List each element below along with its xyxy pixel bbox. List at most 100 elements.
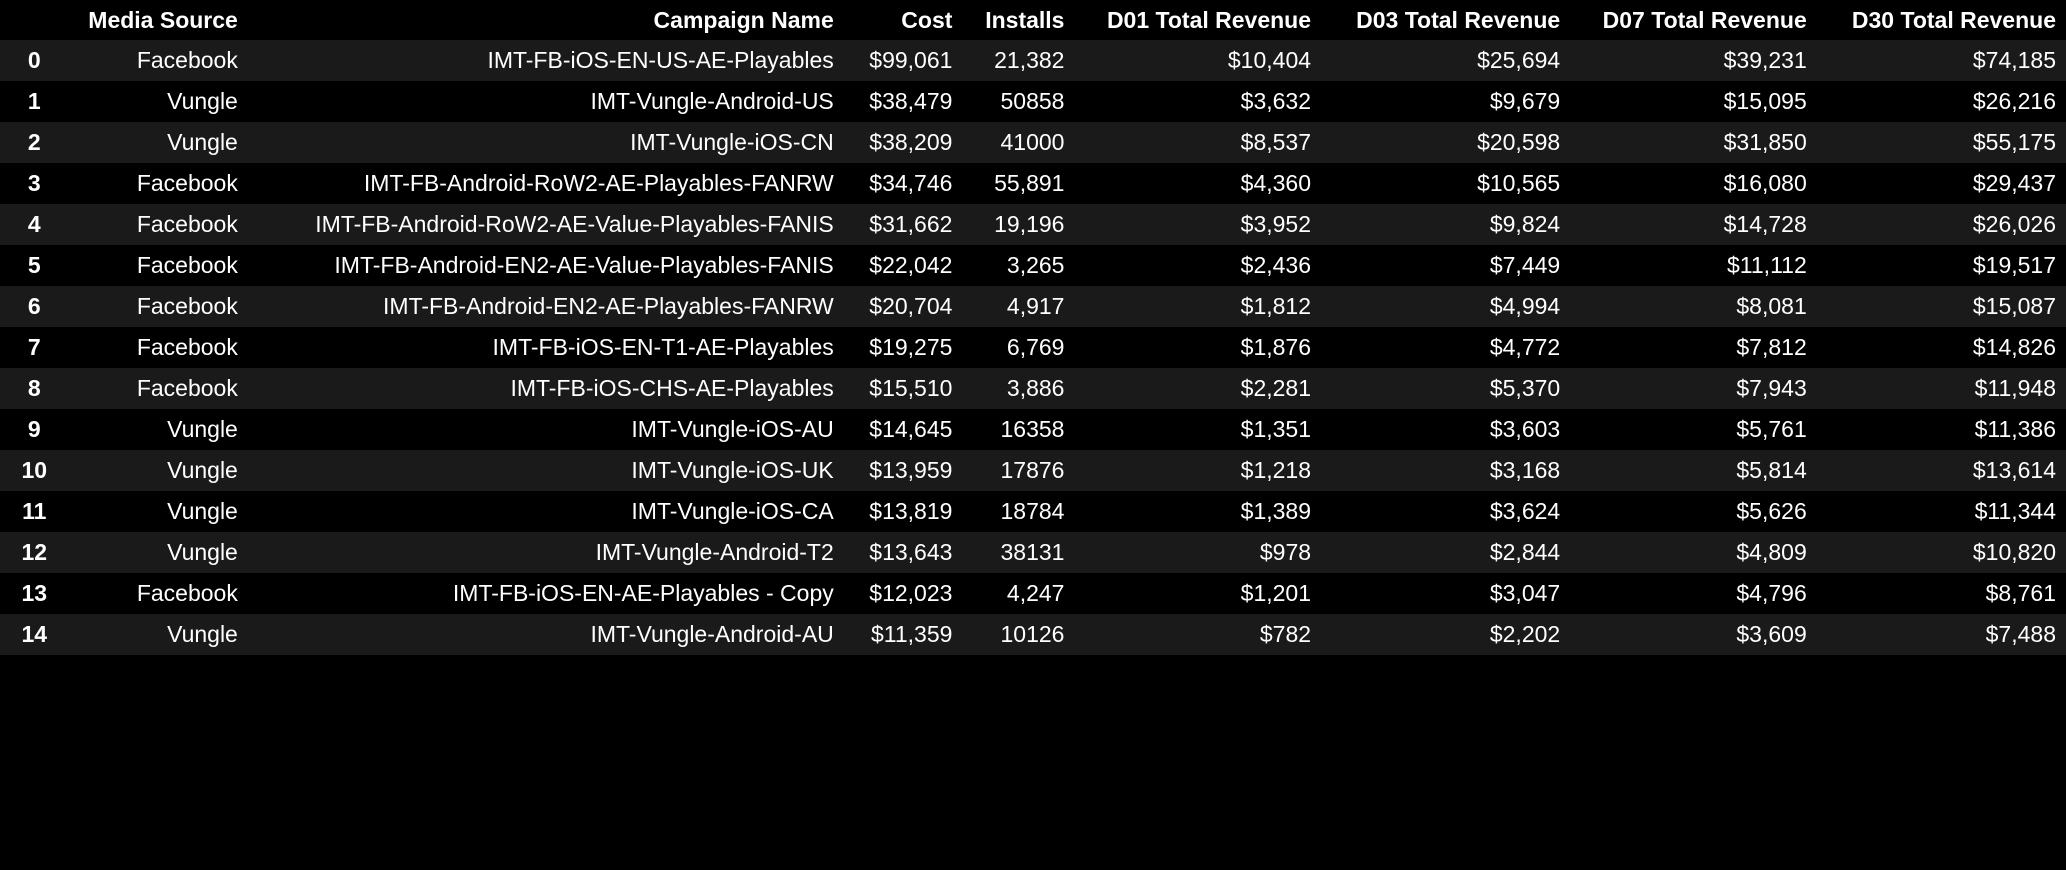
media-source-cell: Vungle <box>167 457 238 483</box>
d30-revenue-cell: $11,344 <box>1974 498 2056 524</box>
media-source-cell: Facebook <box>136 211 238 237</box>
installs-cell: 38131 <box>1000 539 1065 565</box>
campaign-name-cell: IMT-Vungle-iOS-CN <box>630 129 834 155</box>
table-row: 0 Facebook IMT-FB-iOS-EN-US-AE-Playables $9… <box>0 40 2066 81</box>
media-source-cell: Facebook <box>136 170 238 196</box>
d03-revenue-cell: $2,844 <box>1489 539 1561 565</box>
d01-revenue-cell: $4,360 <box>1240 170 1312 196</box>
d30-revenue-cell: $11,386 <box>1974 416 2056 442</box>
d03-revenue-cell: $5,370 <box>1489 375 1561 401</box>
table-row: 8 Facebook IMT-FB-iOS-CHS-AE-Playables $15,… <box>0 368 2066 409</box>
installs-cell: 55,891 <box>994 170 1065 196</box>
installs-cell: 3,886 <box>1006 375 1065 401</box>
column-header-d30-revenue: D30 Total Revenue <box>1851 6 2056 33</box>
installs-cell: 4,247 <box>1006 580 1065 606</box>
cost-cell: $19,275 <box>869 334 953 360</box>
d30-revenue-cell: $19,517 <box>1972 252 2056 278</box>
d01-revenue-cell: $1,389 <box>1240 498 1312 524</box>
row-index: 1 <box>27 88 41 114</box>
d07-revenue-cell: $39,231 <box>1723 47 1807 73</box>
campaign-name-cell: IMT-FB-Android-RoW2-AE-Value-Playables-F… <box>315 211 834 237</box>
installs-cell: 17876 <box>1000 457 1065 483</box>
d03-revenue-cell: $9,679 <box>1489 88 1561 114</box>
installs-cell: 21,382 <box>994 47 1065 73</box>
d30-revenue-cell: $13,614 <box>1972 457 2056 483</box>
d30-revenue-cell: $29,437 <box>1972 170 2056 196</box>
cost-cell: $13,643 <box>869 539 953 565</box>
row-index: 8 <box>27 375 41 401</box>
header-row: Media Source Campaign Name Cost Installs… <box>0 0 2066 40</box>
d07-revenue-cell: $5,626 <box>1736 498 1807 524</box>
d07-revenue-cell: $7,812 <box>1736 334 1807 360</box>
cost-cell: $12,023 <box>869 580 953 606</box>
row-index: 4 <box>27 211 41 237</box>
d01-revenue-cell: $782 <box>1259 621 1312 647</box>
d30-revenue-cell: $7,488 <box>1985 621 2056 647</box>
row-index: 11 <box>22 498 47 524</box>
cost-cell: $15,510 <box>869 375 953 401</box>
media-source-cell: Vungle <box>167 498 238 524</box>
row-index: 5 <box>27 252 41 278</box>
d03-revenue-cell: $3,603 <box>1489 416 1561 442</box>
d07-revenue-cell: $8,081 <box>1736 293 1807 319</box>
column-header-cost: Cost <box>901 6 953 33</box>
row-index: 3 <box>27 170 41 196</box>
cost-cell: $34,746 <box>869 170 953 196</box>
media-source-cell: Facebook <box>136 47 238 73</box>
table-row: 4 Facebook IMT-FB-Android-RoW2-AE-Value-Pl… <box>0 204 2066 245</box>
row-index: 6 <box>27 293 41 319</box>
campaign-name-cell: IMT-FB-iOS-EN-T1-AE-Playables <box>492 334 834 360</box>
media-source-cell: Vungle <box>167 621 238 647</box>
d07-revenue-cell: $15,095 <box>1723 88 1807 114</box>
d03-revenue-cell: $25,694 <box>1477 47 1561 73</box>
column-header-d01-revenue: D01 Total Revenue <box>1106 6 1312 33</box>
dataframe-table: Media Source Campaign Name Cost Installs… <box>0 0 2066 655</box>
installs-cell: 41000 <box>1000 129 1065 155</box>
d30-revenue-cell: $26,026 <box>1972 211 2056 237</box>
cost-cell: $13,959 <box>869 457 953 483</box>
d07-revenue-cell: $3,609 <box>1736 621 1807 647</box>
installs-cell: 16358 <box>1000 416 1065 442</box>
campaign-name-cell: IMT-FB-Android-EN2-AE-Value-Playables-FA… <box>334 252 834 278</box>
media-source-cell: Facebook <box>136 580 238 606</box>
installs-cell: 50858 <box>1000 88 1065 114</box>
installs-cell: 3,265 <box>1006 252 1065 278</box>
d30-revenue-cell: $26,216 <box>1972 88 2056 114</box>
campaign-name-cell: IMT-Vungle-Android-US <box>590 88 834 114</box>
column-header-media-source: Media Source <box>88 6 238 33</box>
installs-cell: 4,917 <box>1006 293 1065 319</box>
row-index: 12 <box>21 539 48 565</box>
column-header-d07-revenue: D07 Total Revenue <box>1602 6 1807 33</box>
installs-cell: 10126 <box>1000 621 1065 647</box>
table-row: 10 Vungle IMT-Vungle-iOS-UK $13,959 17876 $1,… <box>0 450 2066 491</box>
media-source-cell: Facebook <box>136 293 238 319</box>
media-source-cell: Facebook <box>136 252 238 278</box>
installs-cell: 6,769 <box>1006 334 1065 360</box>
column-header-campaign-name: Campaign Name <box>653 6 834 33</box>
d03-revenue-cell: $3,624 <box>1489 498 1561 524</box>
media-source-cell: Vungle <box>167 539 238 565</box>
d30-revenue-cell: $55,175 <box>1972 129 2056 155</box>
d01-revenue-cell: $1,812 <box>1240 293 1312 319</box>
campaign-name-cell: IMT-Vungle-Android-AU <box>590 621 834 647</box>
dataframe-output: Media Source Campaign Name Cost Installs… <box>0 0 2066 655</box>
d01-revenue-cell: $8,537 <box>1240 129 1312 155</box>
campaign-name-cell: IMT-Vungle-iOS-UK <box>631 457 834 483</box>
row-index: 7 <box>27 334 41 360</box>
media-source-cell: Facebook <box>136 375 238 401</box>
d01-revenue-cell: $2,281 <box>1240 375 1312 401</box>
table-body: 0 Facebook IMT-FB-iOS-EN-US-AE-Playables $9… <box>0 40 2066 655</box>
d03-revenue-cell: $3,168 <box>1489 457 1561 483</box>
d01-revenue-cell: $3,952 <box>1240 211 1312 237</box>
d01-revenue-cell: $1,351 <box>1240 416 1312 442</box>
table-row: 5 Facebook IMT-FB-Android-EN2-AE-Value-Pla… <box>0 245 2066 286</box>
d07-revenue-cell: $4,796 <box>1736 580 1807 606</box>
row-index: 14 <box>21 621 48 647</box>
table-row: 7 Facebook IMT-FB-iOS-EN-T1-AE-Playables $1… <box>0 327 2066 368</box>
index-header <box>0 0 69 40</box>
d03-revenue-cell: $10,565 <box>1477 170 1561 196</box>
cost-cell: $13,819 <box>869 498 953 524</box>
media-source-cell: Vungle <box>167 88 238 114</box>
cost-cell: $14,645 <box>869 416 953 442</box>
row-index: 13 <box>21 580 48 606</box>
